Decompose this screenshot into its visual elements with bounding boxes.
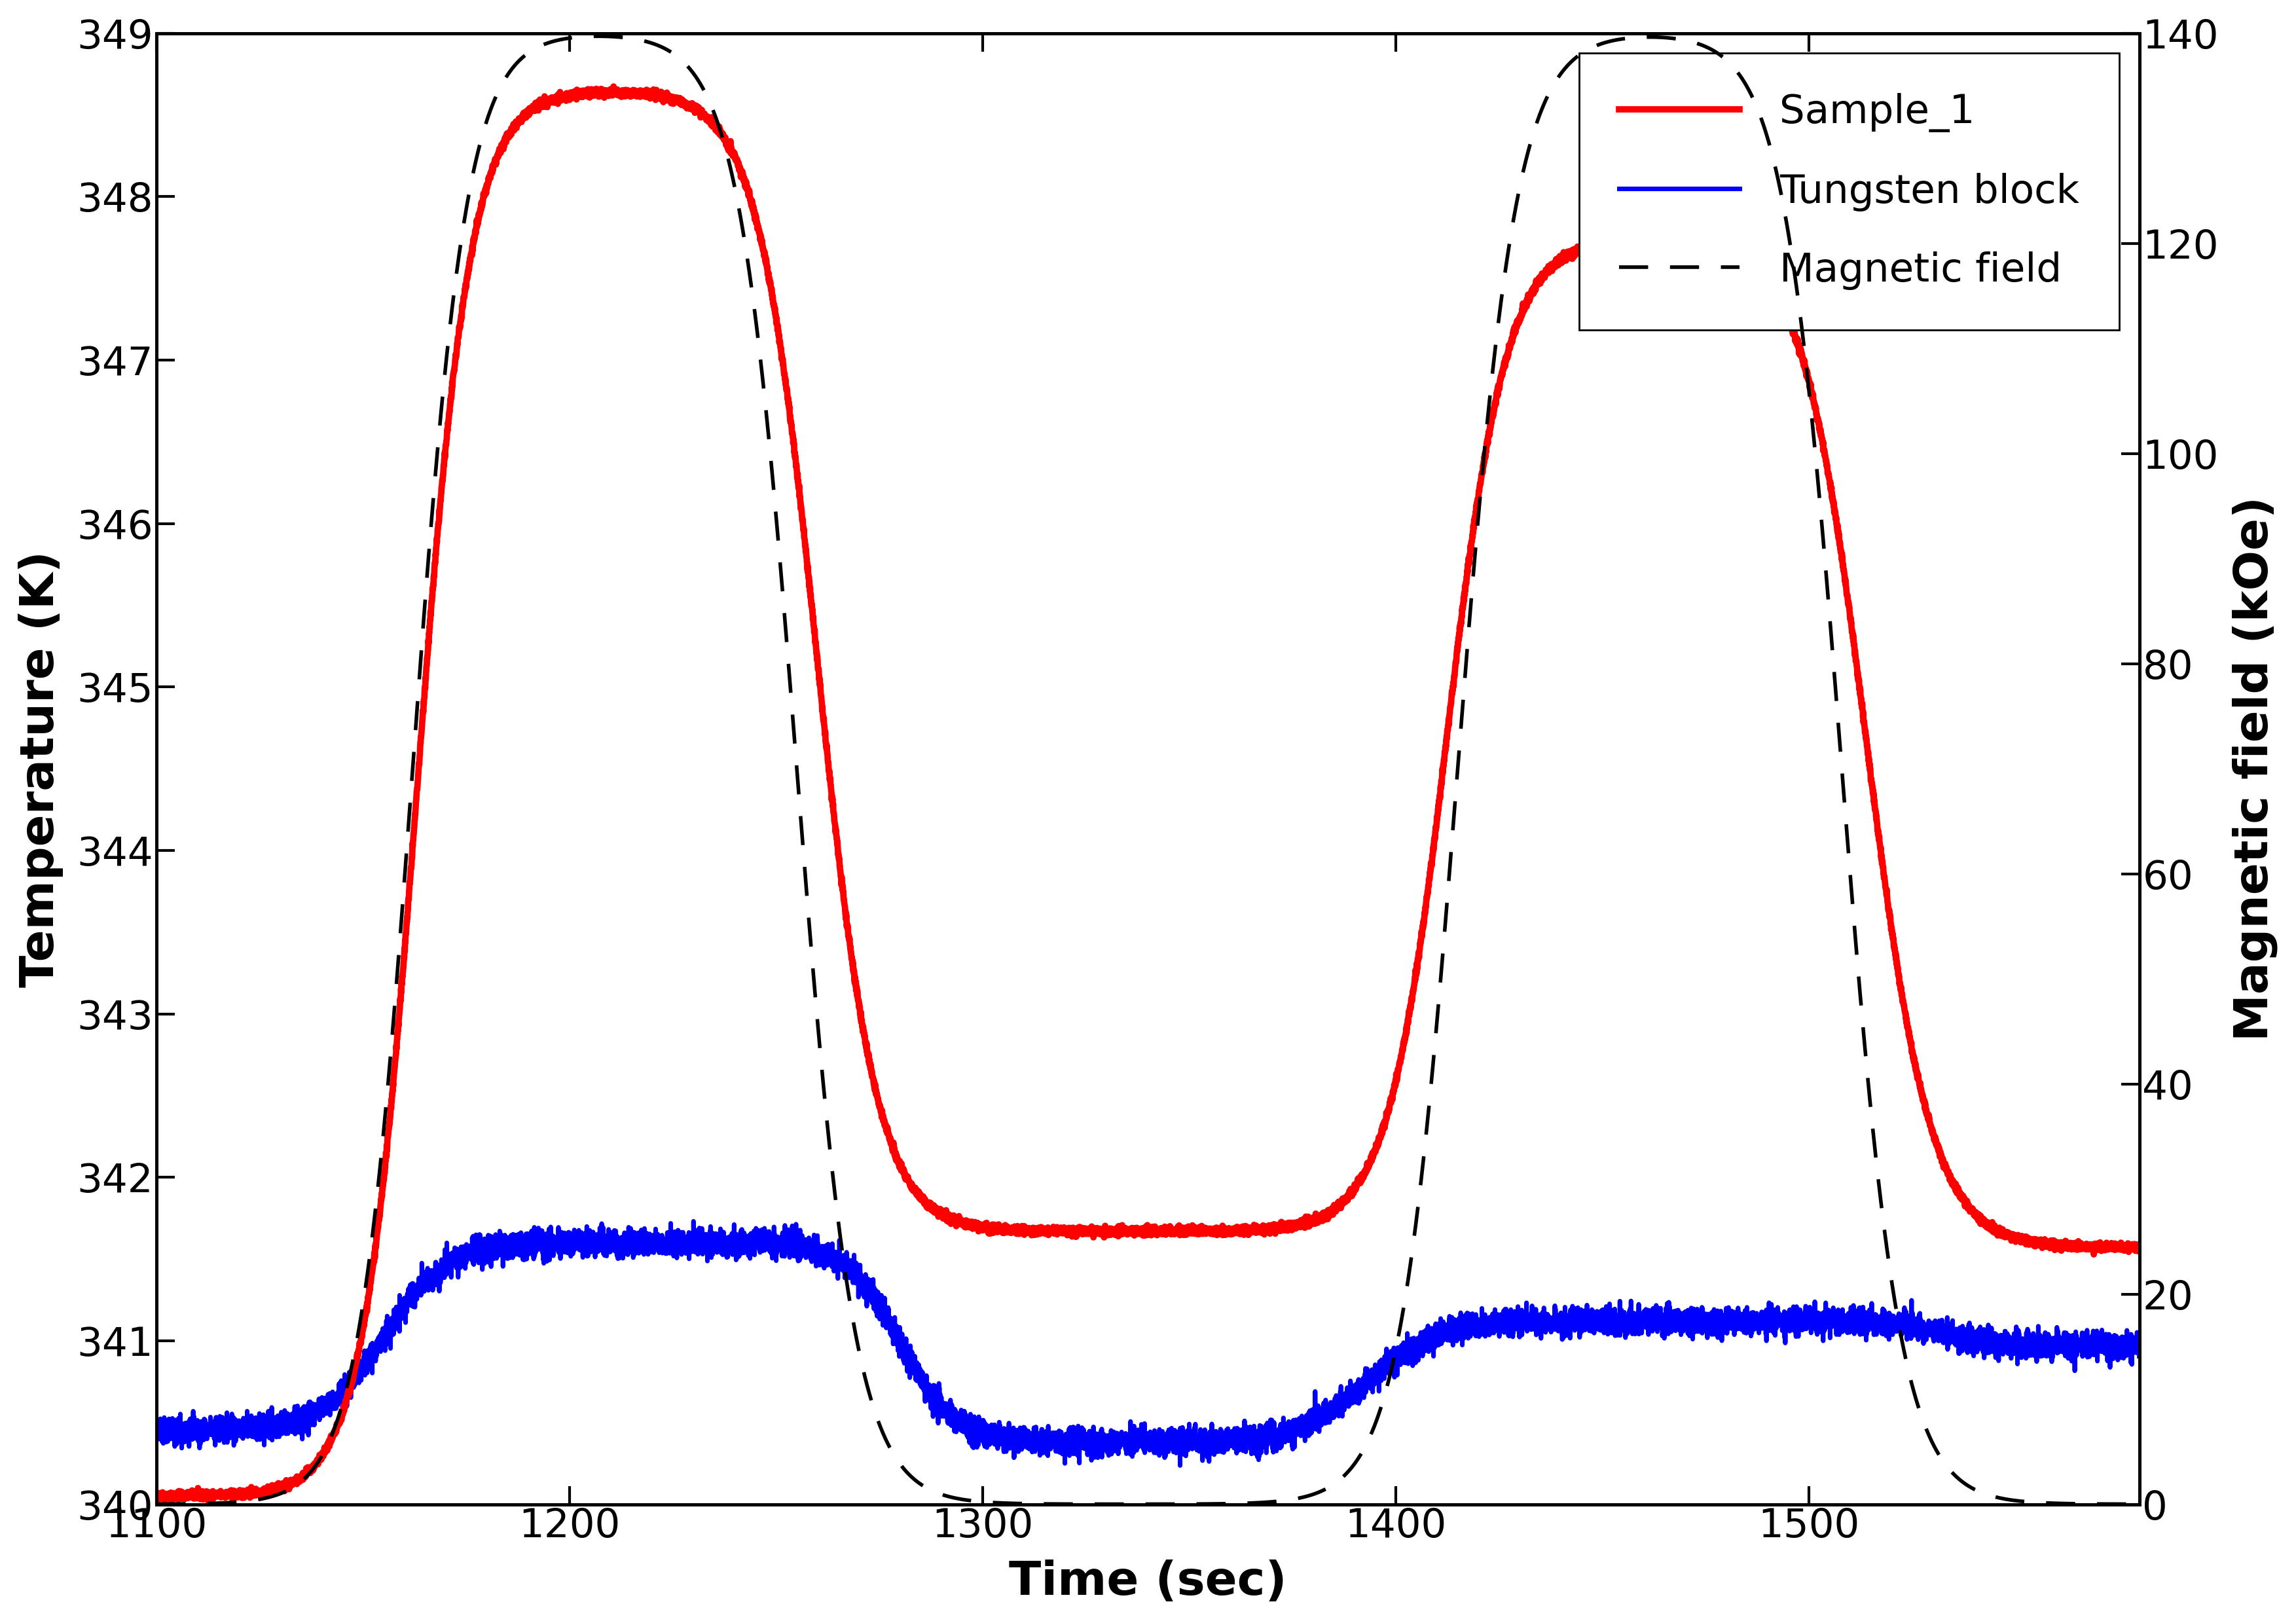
Magnetic field bbox=[2126, 1495, 2154, 1514]
Sample_1 bbox=[599, 76, 627, 96]
Magnetic field bbox=[142, 1495, 170, 1514]
Magnetic field bbox=[262, 1485, 289, 1505]
Tungsten block bbox=[1166, 1456, 1194, 1475]
Sample_1 bbox=[262, 1479, 289, 1498]
Tungsten block bbox=[2020, 1336, 2048, 1355]
Magnetic field bbox=[530, 34, 558, 54]
Y-axis label: Temperature (K): Temperature (K) bbox=[18, 550, 64, 987]
Magnetic field bbox=[225, 1492, 253, 1511]
Line: Sample_1: Sample_1 bbox=[156, 86, 2140, 1501]
Magnetic field bbox=[152, 1495, 179, 1514]
Sample_1 bbox=[152, 1488, 179, 1508]
Sample_1 bbox=[225, 1487, 253, 1506]
Sample_1 bbox=[1111, 1224, 1139, 1243]
Tungsten block bbox=[262, 1414, 289, 1433]
X-axis label: Time (sec): Time (sec) bbox=[1008, 1560, 1286, 1605]
Sample_1 bbox=[533, 93, 560, 112]
Tungsten block bbox=[142, 1425, 170, 1444]
Sample_1 bbox=[2020, 1229, 2048, 1248]
Y-axis label: Magnetic field (kOe): Magnetic field (kOe) bbox=[2232, 497, 2278, 1040]
Sample_1 bbox=[142, 1485, 170, 1505]
Legend: Sample_1, Tungsten block, Magnetic field: Sample_1, Tungsten block, Magnetic field bbox=[1580, 54, 2119, 329]
Line: Magnetic field: Magnetic field bbox=[156, 36, 2140, 1505]
Tungsten block bbox=[225, 1419, 253, 1438]
Line: Tungsten block: Tungsten block bbox=[156, 1222, 2140, 1466]
Sample_1 bbox=[195, 1492, 223, 1511]
Tungsten block bbox=[530, 1233, 558, 1253]
Sample_1 bbox=[2126, 1237, 2154, 1256]
Magnetic field bbox=[1114, 1495, 1141, 1514]
Tungsten block bbox=[1111, 1436, 1139, 1456]
Tungsten block bbox=[2126, 1347, 2154, 1367]
Tungsten block bbox=[680, 1212, 707, 1232]
Magnetic field bbox=[585, 26, 613, 45]
Magnetic field bbox=[1111, 1495, 1139, 1514]
Tungsten block bbox=[152, 1420, 179, 1440]
Magnetic field bbox=[2020, 1493, 2048, 1513]
